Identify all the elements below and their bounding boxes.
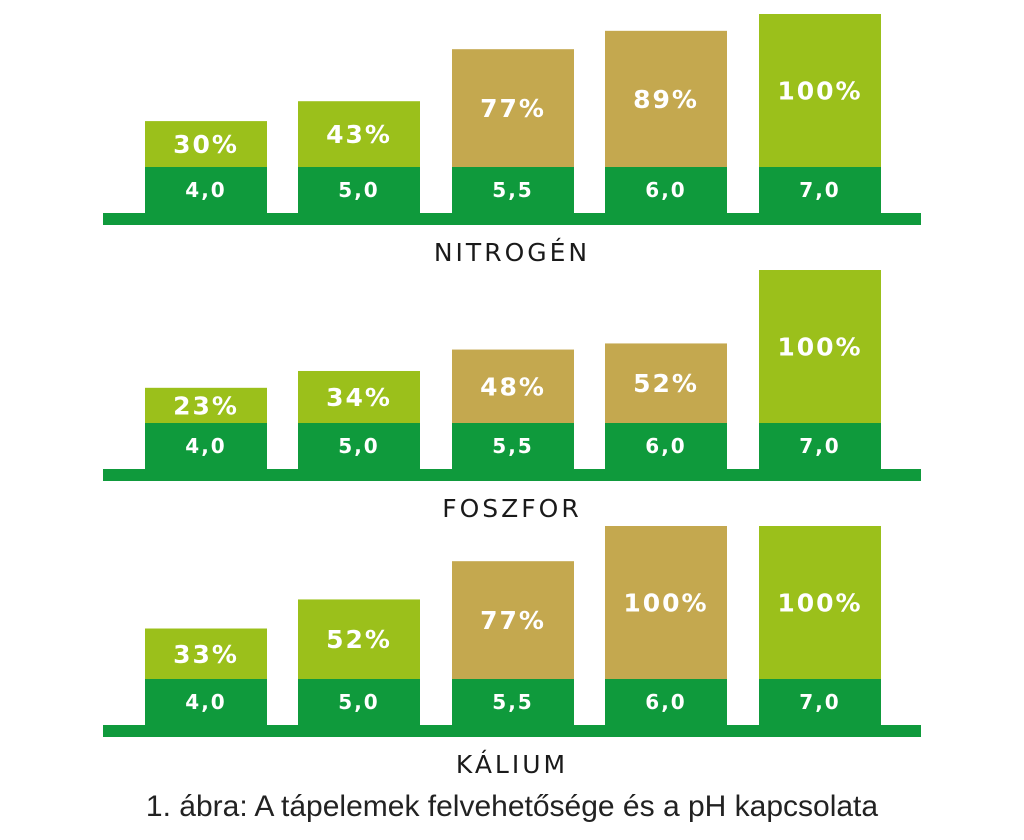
bar-value-segment	[298, 370, 420, 423]
ph-tick-label: 7,0	[799, 690, 840, 714]
panel-title: FOSZFOR	[442, 494, 581, 523]
bar-ph-segment	[605, 167, 727, 213]
bar-ph-segment	[605, 423, 727, 469]
bar-value-label: 48%	[480, 372, 546, 401]
bar-value-segment	[605, 526, 727, 679]
bar-ph-segment	[759, 679, 881, 725]
chart-panel-1: 30% 4,0 43% 5,0 77% 5,5 89% 6,0 100% 7,0 NITROGÉN	[103, 14, 921, 267]
figure-caption: 1. ábra: A tápelemek felvehetősége és a …	[145, 790, 879, 823]
bar-ph-segment	[298, 167, 420, 213]
ph-tick-label: 4,0	[185, 178, 226, 202]
bar-ph-segment	[298, 679, 420, 725]
bar-value-segment	[605, 30, 727, 167]
bar-value-label: 89%	[633, 85, 699, 114]
bar-value-label: 30%	[173, 130, 239, 159]
ph-tick-label: 6,0	[645, 178, 686, 202]
bar-value-segment	[145, 628, 267, 679]
bar-value-segment	[298, 599, 420, 679]
ph-tick-label: 5,5	[492, 434, 533, 458]
chart-panel-3: 33% 4,0 52% 5,0 77% 5,5 100% 6,0 100% 7,0 KÁLIUM	[103, 526, 921, 779]
bar-value-segment	[452, 49, 574, 167]
bar-value-label: 100%	[777, 589, 862, 618]
bar-value-label: 23%	[173, 391, 239, 420]
bar-value-segment	[759, 270, 881, 423]
panel-title: KÁLIUM	[456, 750, 568, 779]
axis-baseline	[103, 725, 921, 737]
ph-tick-label: 7,0	[799, 434, 840, 458]
bar-value-segment	[298, 101, 420, 167]
bar-value-segment	[605, 343, 727, 423]
ph-tick-label: 5,5	[492, 178, 533, 202]
ph-tick-label: 6,0	[645, 690, 686, 714]
ph-tick-label: 5,5	[492, 690, 533, 714]
bar-ph-segment	[298, 423, 420, 469]
bar-value-label: 33%	[173, 640, 239, 669]
ph-tick-label: 5,0	[338, 178, 379, 202]
bar-value-segment	[452, 561, 574, 679]
bar-ph-segment	[452, 167, 574, 213]
bar-value-segment	[145, 121, 267, 167]
bar-value-label: 43%	[326, 120, 392, 149]
axis-baseline	[103, 469, 921, 481]
bar-value-segment	[759, 14, 881, 167]
bar-ph-segment	[145, 423, 267, 469]
ph-tick-label: 5,0	[338, 690, 379, 714]
bar-value-segment	[452, 349, 574, 423]
bar-ph-segment	[452, 679, 574, 725]
bar-ph-segment	[759, 423, 881, 469]
bar-value-segment	[145, 387, 267, 423]
bar-value-label: 34%	[326, 383, 392, 412]
ph-tick-label: 4,0	[185, 434, 226, 458]
bar-ph-segment	[452, 423, 574, 469]
bar-ph-segment	[759, 167, 881, 213]
bar-value-label: 52%	[633, 369, 699, 398]
chart-panel-2: 23% 4,0 34% 5,0 48% 5,5 52% 6,0 100% 7,0 FOSZFOR	[103, 270, 921, 523]
ph-tick-label: 4,0	[185, 690, 226, 714]
bar-value-label: 52%	[326, 625, 392, 654]
bar-value-label: 77%	[480, 606, 546, 635]
bar-ph-segment	[145, 167, 267, 213]
nutrient-ph-chart: 30% 4,0 43% 5,0 77% 5,5 89% 6,0 100% 7,0 NITROGÉN 2…	[103, 14, 921, 779]
bar-ph-segment	[605, 679, 727, 725]
axis-baseline	[103, 213, 921, 225]
ph-tick-label: 6,0	[645, 434, 686, 458]
bar-value-label: 100%	[777, 333, 862, 362]
bar-ph-segment	[145, 679, 267, 725]
bar-value-label: 100%	[623, 589, 708, 618]
ph-tick-label: 5,0	[338, 434, 379, 458]
panel-title: NITROGÉN	[434, 238, 590, 267]
bar-value-label: 77%	[480, 94, 546, 123]
ph-tick-label: 7,0	[799, 178, 840, 202]
bar-value-label: 100%	[777, 77, 862, 106]
bar-value-segment	[759, 526, 881, 679]
